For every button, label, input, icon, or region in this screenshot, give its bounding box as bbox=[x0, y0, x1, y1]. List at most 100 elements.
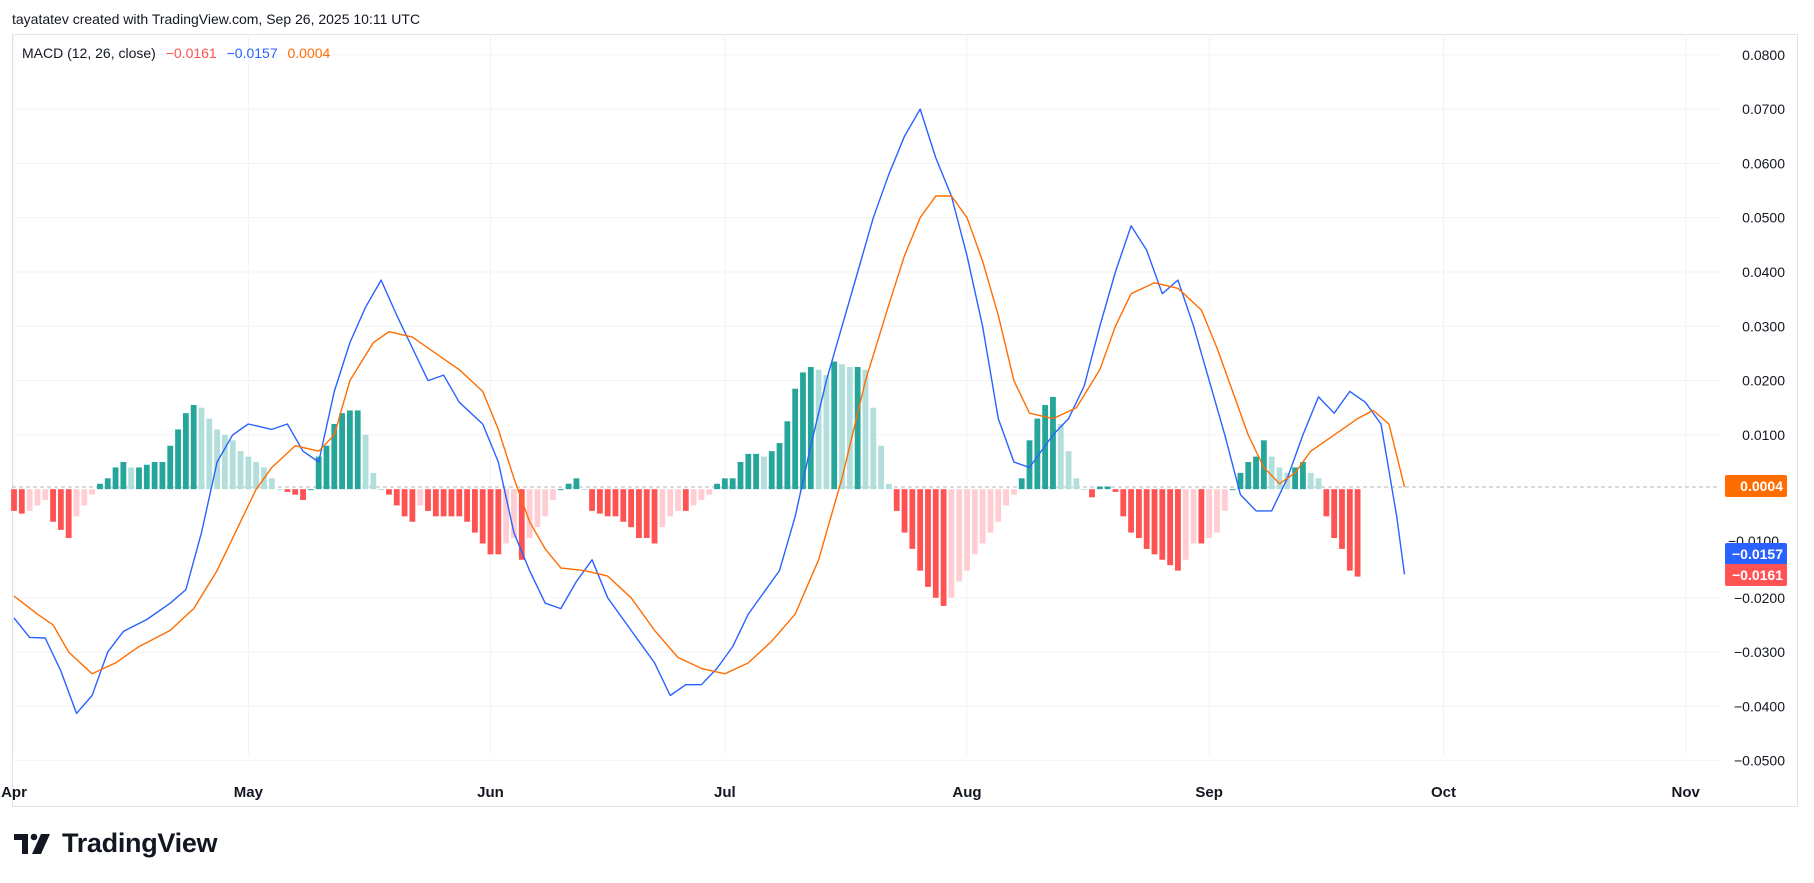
histogram-bar bbox=[378, 489, 385, 491]
histogram-bar bbox=[1026, 440, 1033, 490]
histogram-bar bbox=[979, 489, 986, 544]
tradingview-logo[interactable]: TradingView bbox=[14, 828, 218, 859]
histogram-bar bbox=[268, 478, 275, 490]
macd-badge-bg bbox=[1725, 543, 1787, 565]
histogram-bar bbox=[909, 489, 916, 549]
tradingview-logo-icon bbox=[14, 833, 50, 854]
histogram-bar bbox=[1284, 472, 1291, 490]
y-tick-label: −0.0500 bbox=[1734, 753, 1785, 769]
histogram-bar bbox=[18, 489, 25, 514]
histogram-bar bbox=[573, 478, 580, 490]
histogram-bar bbox=[440, 489, 447, 517]
chart-credit: tayatatev created with TradingView.com, … bbox=[12, 11, 421, 27]
histogram-bar bbox=[143, 464, 150, 490]
x-tick-label: Jun bbox=[477, 784, 504, 801]
histogram-bar bbox=[604, 489, 611, 517]
histogram-bar bbox=[971, 489, 978, 555]
histogram-bar bbox=[917, 489, 924, 571]
histogram-bar bbox=[753, 453, 760, 490]
histogram-bar bbox=[26, 489, 33, 511]
histogram-bar bbox=[245, 456, 252, 490]
chart-frame bbox=[12, 34, 1798, 807]
histogram-bar bbox=[1042, 405, 1049, 490]
histogram-bar bbox=[151, 462, 158, 490]
y-tick-label: 0.0300 bbox=[1742, 318, 1785, 334]
histogram-bar bbox=[870, 407, 877, 490]
histogram-bar bbox=[57, 489, 64, 530]
histogram-bar bbox=[1073, 478, 1080, 490]
histogram-bar bbox=[448, 489, 455, 517]
histogram-bar bbox=[362, 434, 369, 490]
legend-hist-value: −0.0161 bbox=[165, 45, 217, 61]
histogram-bar bbox=[464, 489, 470, 522]
histogram-bar bbox=[65, 489, 72, 539]
histogram-bar bbox=[721, 478, 728, 490]
histogram-bar bbox=[667, 489, 674, 517]
histogram-bar bbox=[432, 489, 439, 517]
histogram-bar bbox=[768, 451, 775, 490]
histogram-bar bbox=[675, 489, 681, 511]
histogram-layer bbox=[11, 361, 1361, 606]
y-tick-label: 0.0600 bbox=[1742, 155, 1785, 171]
histogram-bar bbox=[495, 489, 502, 555]
histogram-badge: −0.0161 bbox=[1725, 564, 1787, 586]
histogram-bar bbox=[1253, 456, 1259, 490]
price-badges: −0.0100 0.0004 −0.0157 −0.0161 bbox=[1725, 475, 1787, 586]
tradingview-wordmark: TradingView bbox=[62, 828, 218, 858]
y-tick-label: −0.0300 bbox=[1734, 644, 1785, 660]
histogram-bar bbox=[940, 489, 947, 606]
histogram-bar bbox=[347, 410, 353, 490]
histogram-bar bbox=[1206, 489, 1213, 539]
y-tick-label: 0.0800 bbox=[1742, 47, 1785, 63]
indicator-legend[interactable]: MACD (12, 26, close) −0.0161 −0.0157 0.0… bbox=[22, 45, 336, 61]
histogram-bar bbox=[1151, 489, 1158, 555]
histogram-badge-bg bbox=[1725, 564, 1787, 586]
histogram-bar bbox=[34, 489, 41, 506]
histogram-bar bbox=[471, 489, 478, 533]
histogram-bar bbox=[987, 489, 994, 533]
line-layer bbox=[13, 108, 1406, 715]
macd-line bbox=[13, 108, 1406, 715]
histogram-bar bbox=[1010, 489, 1017, 495]
histogram-bar bbox=[167, 445, 174, 490]
y-tick-label: 0.0100 bbox=[1742, 427, 1785, 443]
histogram-bar bbox=[1112, 489, 1119, 492]
histogram-bar bbox=[1034, 418, 1041, 490]
x-tick-label: Apr bbox=[1, 784, 27, 801]
x-tick-label: Oct bbox=[1431, 784, 1456, 801]
histogram-bar bbox=[948, 489, 955, 598]
histogram-bar bbox=[893, 489, 900, 511]
histogram-bar bbox=[1307, 472, 1314, 490]
histogram-bar bbox=[643, 489, 650, 539]
histogram-bar bbox=[89, 489, 96, 495]
histogram-bar bbox=[682, 489, 689, 511]
histogram-bar bbox=[511, 489, 517, 539]
histogram-bar bbox=[339, 413, 345, 490]
histogram-bar bbox=[823, 375, 830, 490]
signal-line bbox=[13, 195, 1406, 675]
histogram-bar bbox=[409, 489, 416, 522]
histogram-bar bbox=[596, 489, 603, 514]
histogram-bar bbox=[1323, 489, 1330, 517]
histogram-bar bbox=[581, 489, 588, 491]
histogram-bar bbox=[878, 445, 884, 490]
histogram-bar bbox=[1292, 467, 1299, 490]
histogram-bar bbox=[479, 489, 486, 544]
histogram-bar bbox=[1057, 424, 1064, 490]
histogram-bar bbox=[690, 489, 697, 506]
histogram-bar bbox=[557, 489, 564, 491]
histogram-bar bbox=[714, 483, 720, 490]
histogram-bar bbox=[800, 372, 806, 490]
histogram-bar bbox=[175, 429, 181, 490]
histogram-bar bbox=[198, 407, 205, 490]
signal-badge-bg bbox=[1725, 475, 1787, 497]
histogram-bar bbox=[1198, 489, 1205, 544]
histogram-bar bbox=[229, 440, 236, 490]
histogram-bar bbox=[401, 489, 408, 517]
histogram-bar bbox=[1221, 489, 1228, 511]
x-tick-label: May bbox=[234, 784, 264, 801]
histogram-bar bbox=[370, 472, 377, 490]
y-tick-label: −0.0400 bbox=[1734, 698, 1785, 714]
histogram-bar bbox=[1214, 489, 1220, 533]
